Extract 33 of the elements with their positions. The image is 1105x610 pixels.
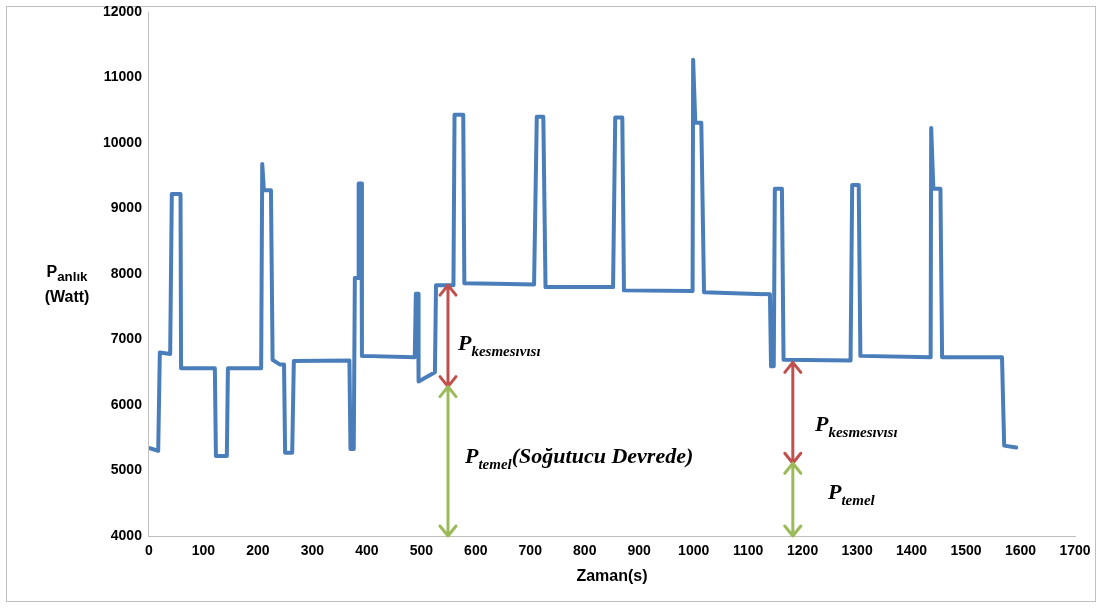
x-axis-title: Zaman(s) (576, 566, 648, 584)
x-tick-label: 500 (409, 542, 434, 559)
y-tick-label: 5000 (110, 461, 143, 478)
annotation: P$_{kesmesıvısı}$ (815, 411, 898, 441)
x-tick-label: 1400 (896, 542, 928, 559)
x-tick-label: 100 (191, 542, 216, 559)
x-tick-label: 1700 (1059, 542, 1091, 559)
y-tick-label: 7000 (110, 330, 143, 347)
x-tick-label: 1300 (841, 542, 873, 559)
y-tick-label: 4000 (110, 526, 143, 543)
y-tick-label: 9000 (110, 199, 143, 216)
x-tick-label: 1100 (732, 542, 764, 559)
x-tick-label: 200 (246, 542, 270, 559)
x-tick-label: 1200 (787, 542, 819, 559)
annotation: P$_{temel}$(Soğutucu Devrede) (465, 443, 694, 473)
x-tick-label: 800 (573, 542, 597, 559)
x-tick-label: 300 (300, 542, 325, 559)
x-tick-label: 700 (518, 542, 543, 559)
y-tick-label: 11000 (103, 68, 143, 85)
x-tick-label: 400 (355, 542, 379, 559)
y-tick-label: 10000 (102, 133, 143, 150)
y-axis-title: P$_{anlık}$ (Watt) (43, 262, 91, 308)
x-tick-label: 900 (627, 542, 652, 559)
x-tick-label: 1000 (678, 542, 710, 559)
y-tick-label: 12000 (102, 2, 143, 19)
y-tick-label: 8000 (110, 264, 143, 281)
x-tick-label: 600 (464, 542, 488, 559)
x-tick-label: 1500 (950, 542, 982, 559)
annotation: P$_{kesmesıvısı}$ (458, 330, 541, 360)
x-tick-label: 1600 (1004, 542, 1037, 559)
y-tick-label: 6000 (110, 395, 143, 412)
x-tick-label: 0 (145, 542, 154, 559)
annotation: P$_{temel}$ (828, 479, 875, 509)
